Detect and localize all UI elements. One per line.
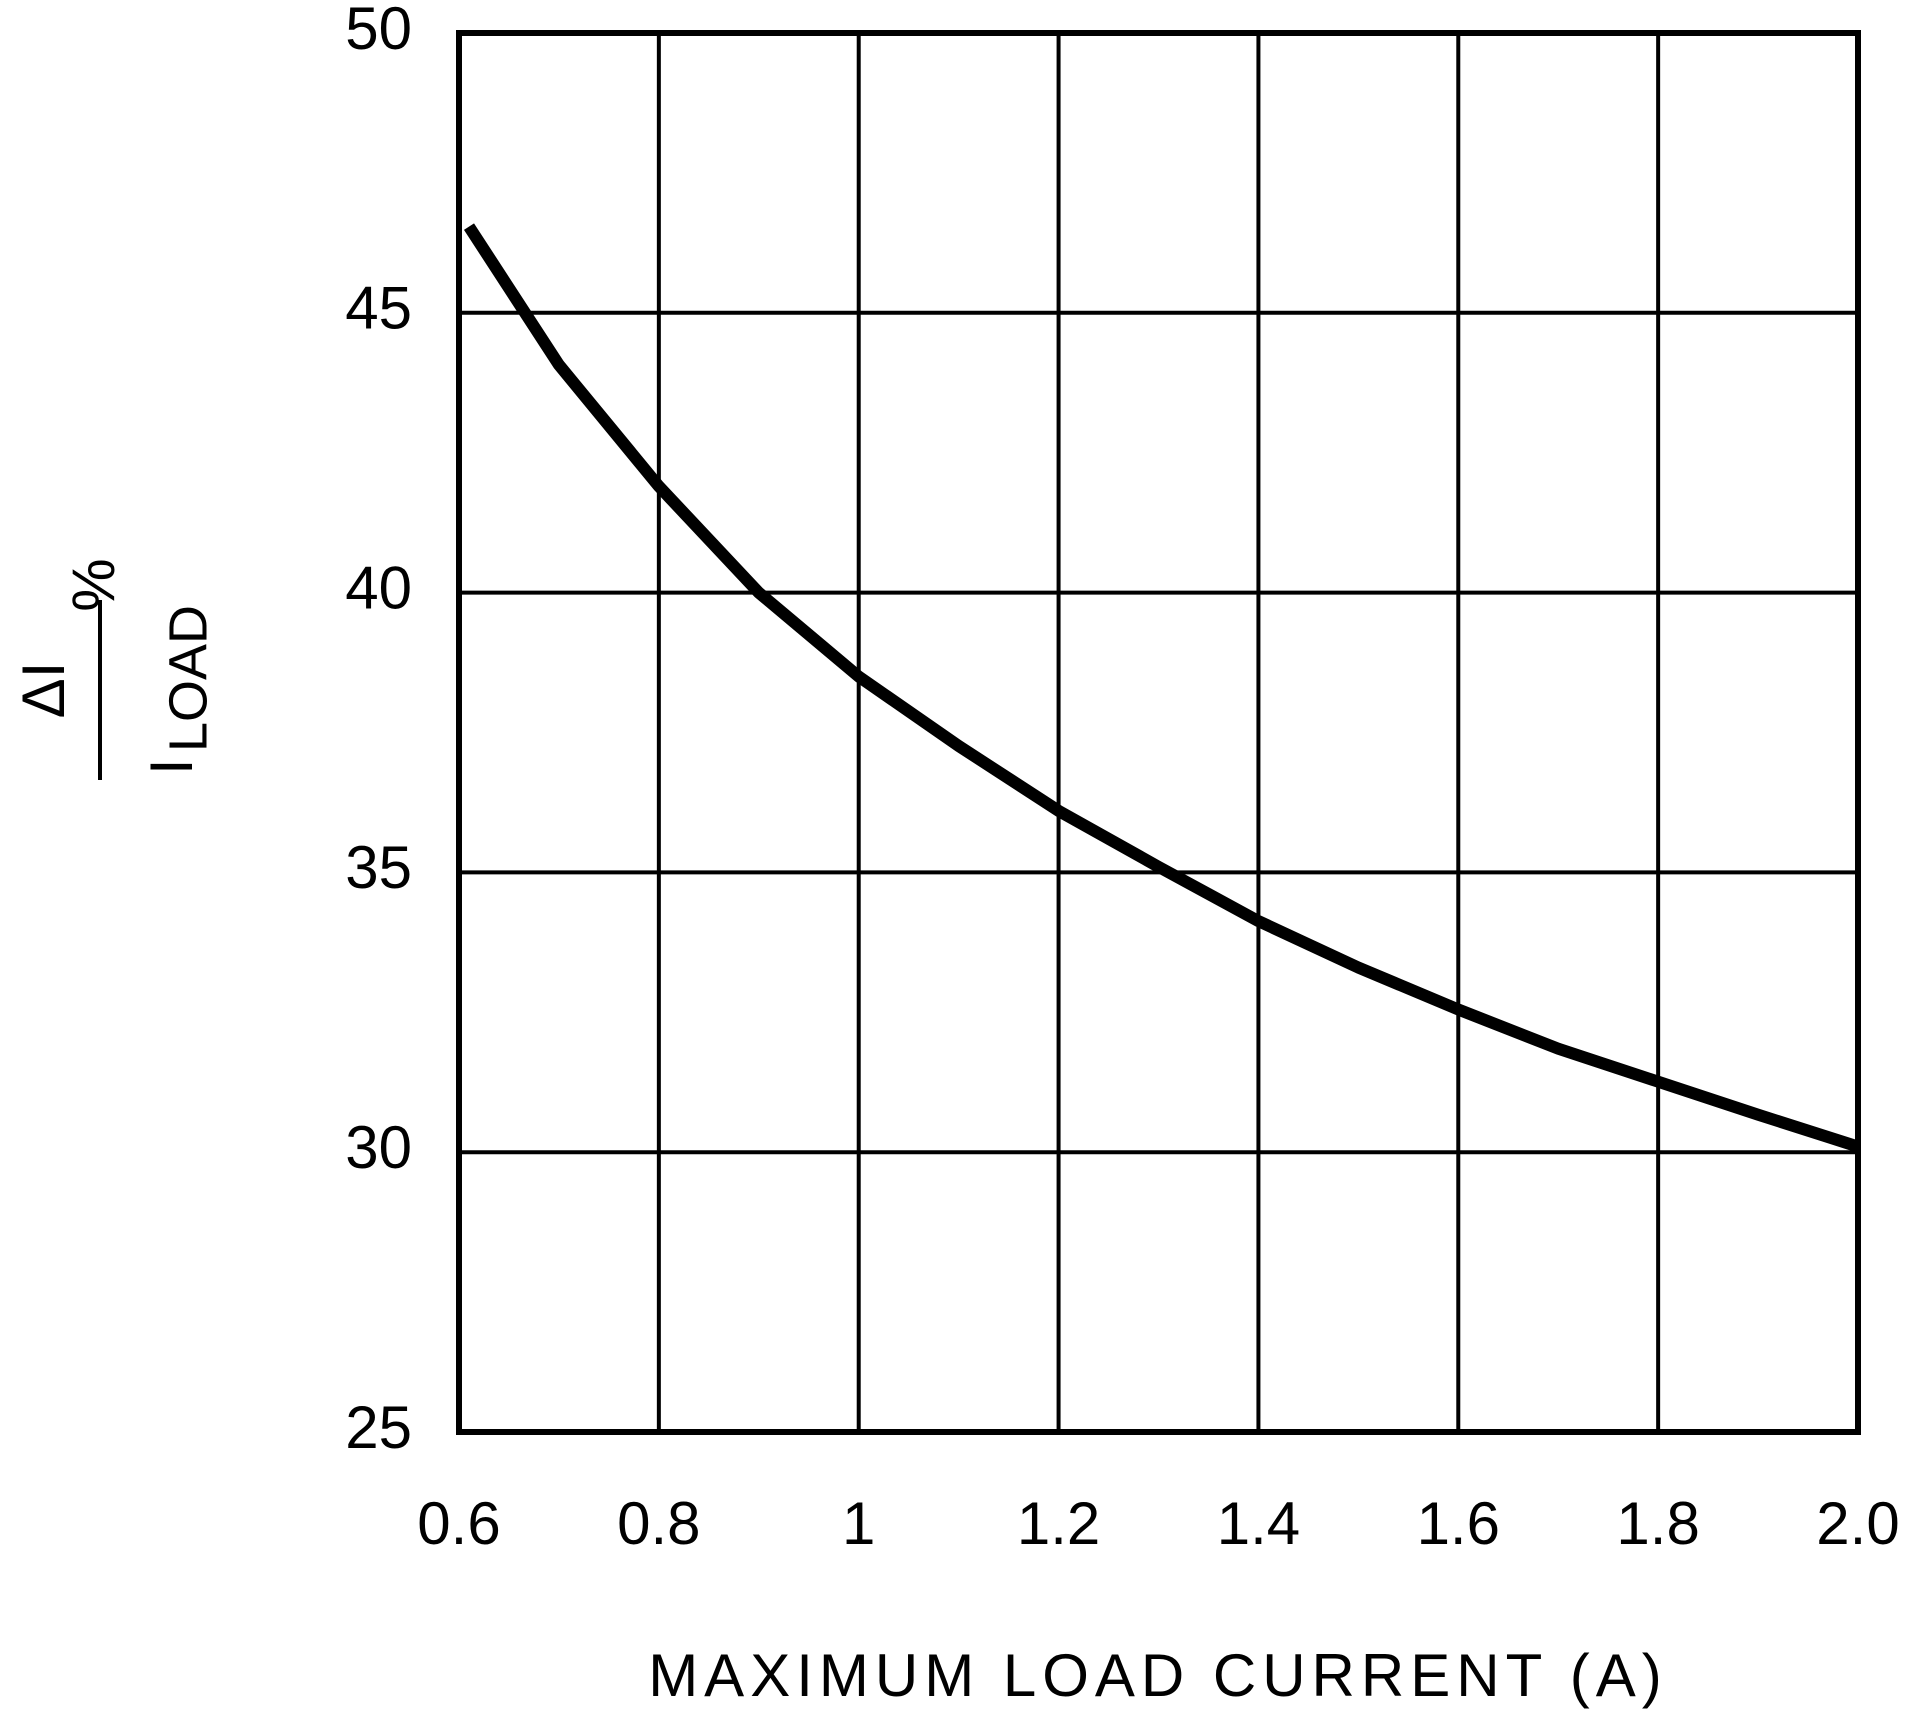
y-tick-label: 35 bbox=[345, 834, 412, 901]
y-title-unit: % bbox=[60, 558, 127, 611]
x-tick-label: 1.2 bbox=[1017, 1490, 1100, 1557]
y-tick-label: 40 bbox=[345, 554, 412, 621]
x-tick-label: 2.0 bbox=[1816, 1490, 1899, 1557]
x-tick-label: 1.4 bbox=[1217, 1490, 1300, 1557]
y-tick-label: 30 bbox=[345, 1114, 412, 1181]
y-title-subscript: LOAD bbox=[158, 605, 218, 752]
x-tick-label: 0.6 bbox=[417, 1490, 500, 1557]
y-tick-label: 45 bbox=[345, 275, 412, 342]
y-axis-title: ΔI I LOAD % bbox=[10, 558, 218, 780]
plot-frame bbox=[456, 30, 1861, 1435]
x-tick-label: 1.6 bbox=[1417, 1490, 1500, 1557]
y-tick-label: 25 bbox=[345, 1394, 412, 1461]
x-tick-label: 0.8 bbox=[617, 1490, 700, 1557]
x-axis-title: MAXIMUM LOAD CURRENT (A) bbox=[648, 1642, 1668, 1709]
y-title-numerator: ΔI bbox=[10, 662, 77, 719]
x-tick-label: 1.8 bbox=[1616, 1490, 1699, 1557]
y-tick-label: 50 bbox=[345, 0, 412, 62]
y-title-denominator: I bbox=[138, 758, 205, 775]
x-tick-label: 1 bbox=[842, 1490, 875, 1557]
data-line bbox=[463, 223, 1860, 1153]
